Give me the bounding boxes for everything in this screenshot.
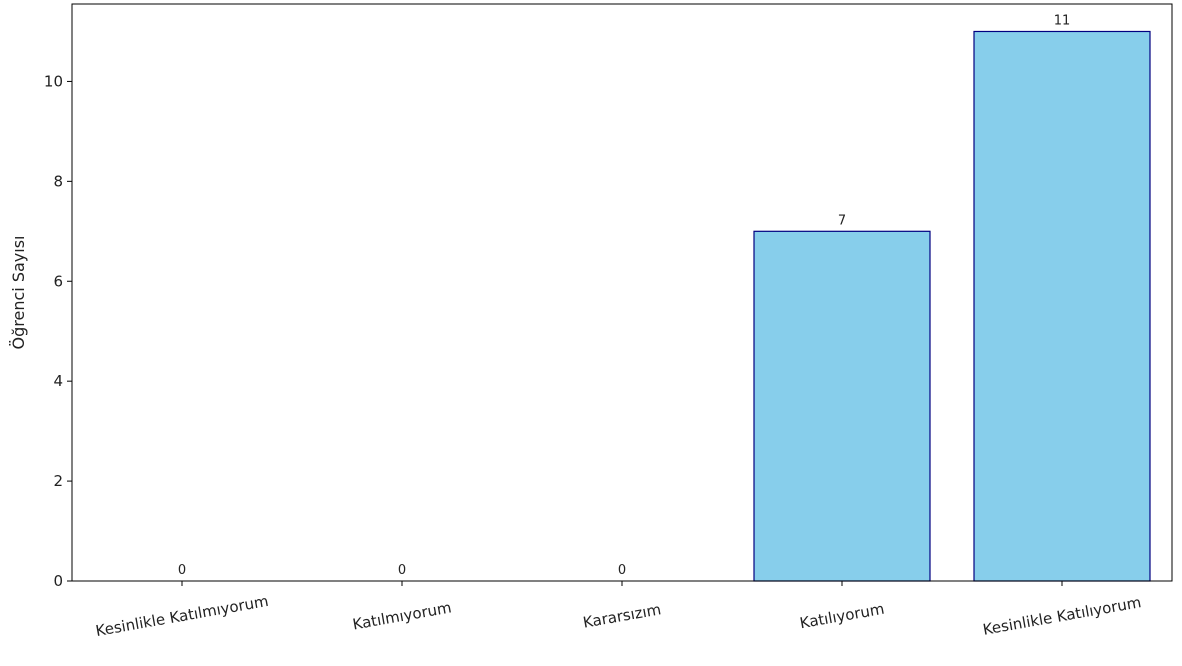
- bar-value-label: 0: [178, 563, 186, 578]
- bar-value-label: 7: [838, 213, 846, 228]
- x-tick-label: Katılıyorum: [798, 600, 885, 633]
- x-tick-label: Kesinlikle Katılmıyorum: [94, 592, 270, 640]
- x-tick-label: Kararsızım: [582, 600, 663, 631]
- y-tick-label: 4: [53, 372, 63, 390]
- bar: [973, 30, 1151, 582]
- x-tick-label: Kesinlikle Katılıyorum: [981, 593, 1142, 639]
- bar-value-label: 0: [618, 563, 626, 578]
- y-tick-label: 6: [53, 272, 63, 290]
- y-tick-label: 8: [53, 172, 63, 190]
- y-axis-ticks: 0 2 4 6 8 10: [44, 72, 72, 590]
- y-axis-title: Öğrenci Sayısı: [9, 236, 28, 350]
- y-tick-label: 10: [44, 72, 63, 90]
- value-labels-group: 0 0 0 7 11: [178, 13, 1070, 578]
- x-tick-label: Katılmıyorum: [351, 598, 453, 633]
- y-tick-label: 2: [53, 472, 63, 490]
- bar-value-label: 0: [398, 563, 406, 578]
- bar: [753, 230, 931, 582]
- x-axis-ticks: Kesinlikle Katılmıyorum Katılmıyorum Karar…: [94, 581, 1143, 640]
- y-tick-label: 0: [53, 572, 63, 590]
- bar-value-label: 11: [1054, 13, 1071, 28]
- bars-group: [753, 30, 1151, 582]
